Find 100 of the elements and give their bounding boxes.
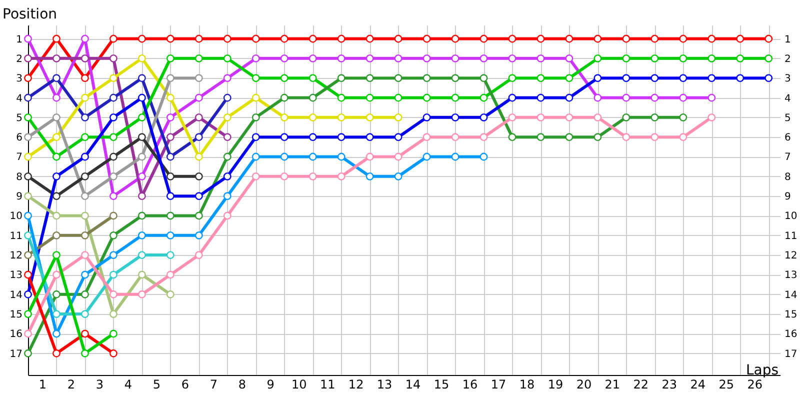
point bbox=[166, 133, 174, 142]
point bbox=[110, 113, 118, 122]
point bbox=[366, 34, 374, 43]
point bbox=[81, 212, 89, 220]
point bbox=[308, 74, 317, 82]
y2-tick-label: 8 bbox=[784, 172, 791, 183]
point bbox=[565, 113, 574, 122]
point bbox=[166, 152, 174, 161]
point bbox=[194, 54, 203, 62]
point bbox=[223, 113, 232, 122]
point bbox=[764, 74, 773, 82]
point bbox=[138, 231, 146, 240]
point bbox=[451, 74, 460, 82]
x-tick-label: 14 bbox=[405, 378, 421, 392]
point bbox=[81, 310, 89, 318]
point bbox=[394, 172, 402, 180]
point bbox=[451, 94, 460, 102]
point bbox=[650, 34, 659, 43]
x-tick-label: 16 bbox=[462, 378, 478, 392]
point bbox=[252, 133, 260, 142]
point bbox=[81, 172, 89, 180]
y-tick-label: 5 bbox=[16, 112, 22, 124]
point bbox=[166, 192, 174, 200]
point bbox=[394, 113, 402, 122]
point bbox=[24, 152, 32, 161]
point bbox=[451, 133, 460, 142]
point bbox=[52, 251, 60, 260]
y-tick-label: 15 bbox=[10, 310, 22, 321]
point bbox=[24, 133, 32, 142]
point bbox=[422, 152, 431, 161]
point bbox=[252, 172, 260, 180]
point bbox=[594, 34, 602, 43]
point bbox=[252, 34, 260, 43]
point bbox=[52, 152, 60, 161]
x-tick-label: 3 bbox=[96, 378, 104, 392]
point bbox=[223, 74, 232, 82]
point bbox=[223, 54, 232, 62]
point bbox=[280, 74, 288, 82]
point bbox=[308, 113, 317, 122]
point bbox=[679, 113, 688, 122]
point bbox=[394, 133, 402, 142]
point bbox=[422, 133, 431, 142]
point bbox=[280, 94, 288, 102]
point bbox=[508, 54, 516, 62]
point bbox=[366, 172, 374, 180]
point bbox=[110, 152, 118, 161]
point bbox=[81, 74, 89, 82]
point bbox=[194, 152, 203, 161]
point bbox=[366, 94, 374, 102]
point bbox=[679, 54, 688, 62]
point bbox=[52, 113, 60, 122]
point bbox=[81, 94, 89, 102]
point bbox=[110, 349, 118, 358]
point bbox=[594, 94, 602, 102]
point bbox=[194, 74, 203, 82]
point bbox=[194, 133, 203, 142]
point bbox=[81, 34, 89, 43]
x-tick-label: 18 bbox=[519, 378, 535, 392]
point bbox=[138, 34, 146, 43]
point bbox=[508, 34, 516, 43]
point bbox=[81, 192, 89, 200]
point bbox=[110, 172, 118, 180]
point bbox=[223, 172, 232, 180]
point bbox=[308, 133, 317, 142]
point bbox=[508, 113, 516, 122]
point bbox=[138, 152, 146, 161]
point bbox=[366, 152, 374, 161]
x-tick-label: 25 bbox=[718, 378, 734, 392]
point bbox=[337, 94, 346, 102]
x-tick-label: 19 bbox=[548, 378, 564, 392]
point bbox=[594, 74, 602, 82]
y-tick-label: 12 bbox=[10, 250, 22, 262]
point bbox=[366, 74, 374, 82]
point bbox=[708, 94, 716, 102]
point bbox=[536, 54, 545, 62]
point bbox=[650, 133, 659, 142]
point bbox=[679, 133, 688, 142]
point bbox=[194, 113, 203, 122]
y2-tick-label: 9 bbox=[784, 192, 791, 203]
point bbox=[508, 74, 516, 82]
y2-tick-label: 6 bbox=[784, 132, 791, 144]
y2-tick-label: 3 bbox=[784, 74, 791, 85]
point bbox=[366, 113, 374, 122]
point bbox=[280, 34, 288, 43]
point bbox=[138, 270, 146, 279]
point bbox=[508, 133, 516, 142]
point bbox=[451, 34, 460, 43]
point bbox=[536, 74, 545, 82]
point bbox=[650, 94, 659, 102]
point bbox=[422, 34, 431, 43]
y2-tick-label: 7 bbox=[784, 152, 791, 164]
point bbox=[394, 34, 402, 43]
x-tick-label: 9 bbox=[266, 378, 274, 392]
x-tick-label: 22 bbox=[633, 378, 649, 392]
x-tick-label: 21 bbox=[604, 378, 620, 392]
point bbox=[24, 310, 32, 318]
point bbox=[166, 34, 174, 43]
point bbox=[708, 54, 716, 62]
point bbox=[110, 133, 118, 142]
x-tick-label: 2 bbox=[67, 378, 76, 392]
